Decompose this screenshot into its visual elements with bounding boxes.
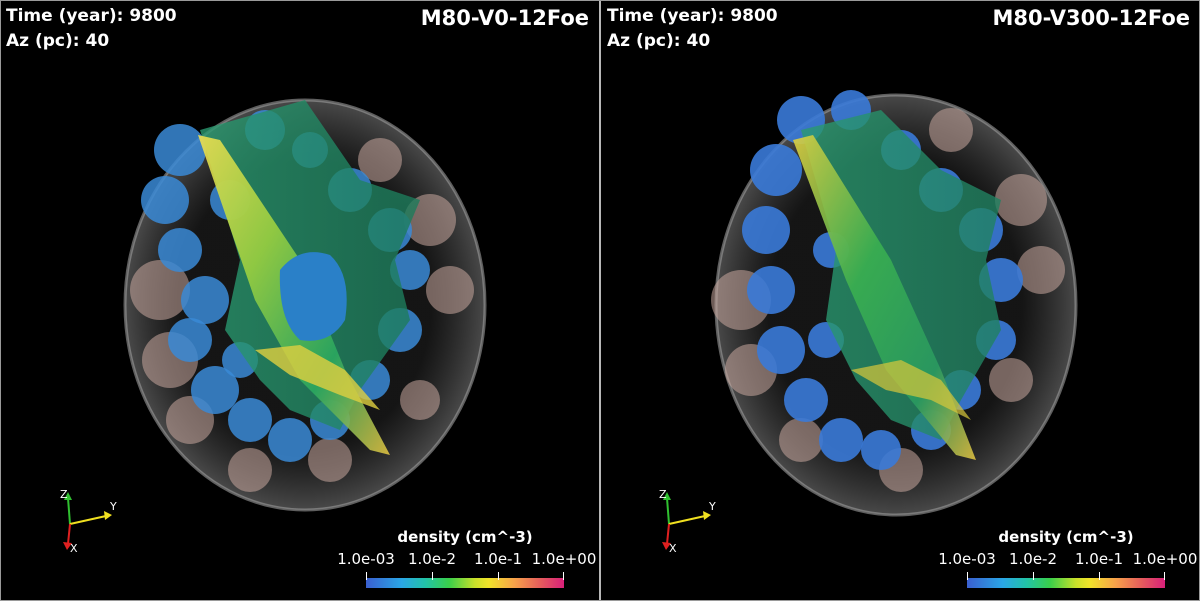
- colorbar-tick-label: 1.0e-1: [473, 550, 523, 568]
- time-label: Time (year):: [607, 6, 725, 26]
- colorbar-gradient: [366, 578, 564, 588]
- model-label-left: M80-V0-12Foe: [420, 6, 589, 30]
- z-axis-arrow: [64, 492, 72, 500]
- time-label: Time (year):: [6, 6, 124, 26]
- az-label: Az (pc):: [607, 31, 681, 51]
- colorbar-tick-labels: 1.0e-03 1.0e-2 1.0e-1 1.0e+00: [337, 550, 596, 570]
- colorbar-tick-label: 1.0e-03: [938, 550, 996, 568]
- colorbar-tick-label: 1.0e-03: [337, 550, 395, 568]
- colorbar-tick-label: 1.0e+00: [1132, 550, 1198, 568]
- x-axis-label: X: [70, 542, 78, 555]
- colorbar-tick: [563, 572, 564, 580]
- colorbar-tick-label: 1.0e+00: [531, 550, 597, 568]
- colorbar-tick-label: 1.0e-2: [407, 550, 457, 568]
- az-value: 40: [85, 31, 110, 51]
- colorbar-tick-labels: 1.0e-03 1.0e-2 1.0e-1 1.0e+00: [938, 550, 1197, 570]
- az-line: Az (pc): 40: [607, 29, 778, 54]
- colorbar-tick: [1099, 572, 1100, 580]
- colorbar-tick-label: 1.0e-2: [1008, 550, 1058, 568]
- y-axis-label: Y: [708, 500, 716, 513]
- y-axis-line: [69, 515, 107, 525]
- z-axis-label: Z: [60, 488, 68, 501]
- z-axis-label: Z: [659, 488, 667, 501]
- orientation-axes-right: Z Y X: [659, 488, 716, 555]
- x-axis-line: [666, 523, 670, 545]
- y-axis-line: [668, 515, 706, 525]
- az-line: Az (pc): 40: [6, 29, 177, 54]
- x-axis-arrow: [63, 542, 72, 550]
- info-overlay-right: Time (year): 9800 Az (pc): 40: [607, 4, 778, 54]
- simulation-render-left: [123, 98, 487, 512]
- x-axis-arrow: [662, 542, 671, 550]
- x-axis-label: X: [669, 542, 677, 555]
- colorbar-title: density (cm^-3): [998, 528, 1134, 546]
- colorbar-tick: [967, 572, 968, 580]
- model-label-right: M80-V300-12Foe: [992, 6, 1190, 30]
- y-axis-arrow: [104, 511, 112, 520]
- x-axis-line: [67, 523, 71, 545]
- render-panel-right[interactable]: Time (year): 9800 Az (pc): 40 M80-V300-1…: [601, 0, 1200, 601]
- colorbar-tick: [432, 572, 433, 580]
- az-value: 40: [686, 31, 711, 51]
- y-axis-label: Y: [109, 500, 117, 513]
- info-overlay-left: Time (year): 9800 Az (pc): 40: [6, 4, 177, 54]
- z-axis-line: [67, 497, 71, 525]
- colorbar-left: density (cm^-3) 1.0e-03 1.0e-2 1.0e-1 1.…: [337, 528, 596, 592]
- orientation-axes-left: Z Y X: [60, 488, 117, 555]
- az-label: Az (pc):: [6, 31, 80, 51]
- time-value: 9800: [129, 6, 177, 26]
- time-line: Time (year): 9800: [607, 4, 778, 29]
- colorbar-title: density (cm^-3): [397, 528, 533, 546]
- z-axis-line: [666, 497, 670, 525]
- colorbar-tick-label: 1.0e-1: [1074, 550, 1124, 568]
- colorbar-tick: [1164, 572, 1165, 580]
- colorbar-tick: [1033, 572, 1034, 580]
- panel-divider: [599, 0, 601, 601]
- time-value: 9800: [730, 6, 778, 26]
- time-line: Time (year): 9800: [6, 4, 177, 29]
- colorbar-tick: [498, 572, 499, 580]
- render-panel-left[interactable]: Time (year): 9800 Az (pc): 40 M80-V0-12F…: [0, 0, 599, 601]
- colorbar-gradient: [967, 578, 1165, 588]
- y-axis-arrow: [703, 511, 711, 520]
- colorbar-tick: [366, 572, 367, 580]
- z-axis-arrow: [663, 492, 671, 500]
- simulation-render-right: [711, 90, 1078, 517]
- colorbar-right: density (cm^-3) 1.0e-03 1.0e-2 1.0e-1 1.…: [938, 528, 1197, 592]
